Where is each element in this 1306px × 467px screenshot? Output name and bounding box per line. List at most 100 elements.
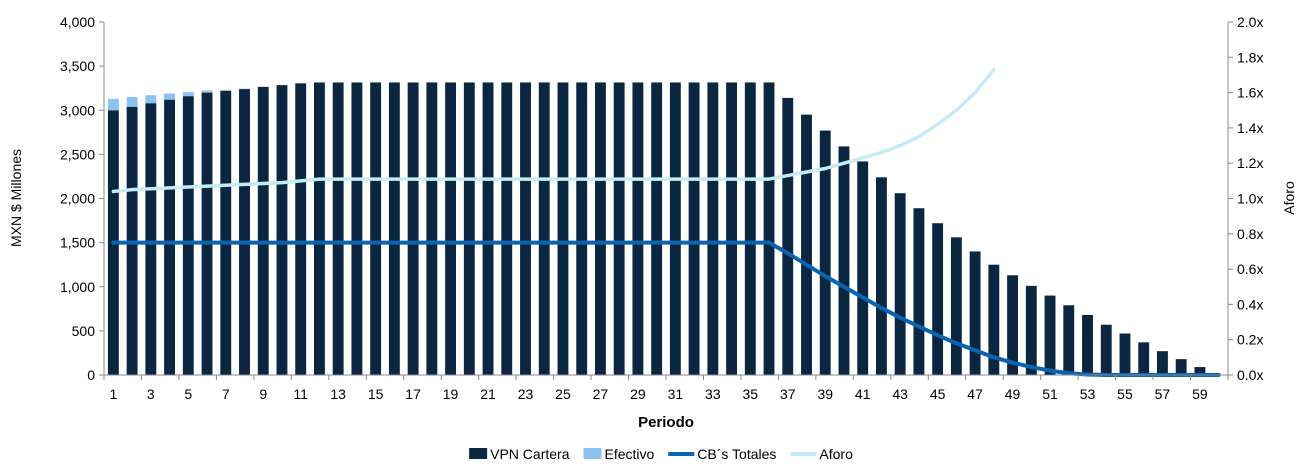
bar-vpn-cartera-15	[370, 82, 382, 375]
bar-vpn-cartera-6	[201, 92, 213, 375]
y2-tick-label: 0.8x	[1237, 226, 1263, 242]
legend-swatch-efectivo	[583, 448, 602, 459]
bar-vpn-cartera-13	[332, 82, 344, 375]
x-tick-label: 21	[480, 386, 496, 402]
bar-vpn-cartera-32	[688, 82, 700, 375]
bar-vpn-cartera-53	[1082, 314, 1093, 375]
x-tick-label: 39	[817, 386, 833, 402]
x-tick-label: 27	[593, 386, 609, 402]
axes-layer	[103, 22, 1229, 376]
x-tick-label: 53	[1080, 386, 1096, 402]
legend-label-vpn-cartera: VPN Cartera	[490, 446, 570, 462]
bar-vpn-cartera-54	[1100, 324, 1112, 375]
bar-vpn-cartera-41	[857, 161, 869, 375]
bars-layer	[107, 82, 1206, 376]
x-tick-label: 45	[930, 386, 946, 402]
ticks-layer: 0 500 1,000 1,500 2,000 2,500 3,000 3,500 4,000 0…	[60, 14, 1264, 402]
bar-vpn-cartera-4	[164, 99, 175, 375]
legend: VPN Cartera Efectivo CB´s Totales Aforo	[469, 446, 853, 462]
bar-vpn-cartera-22	[501, 82, 513, 375]
bar-vpn-cartera-34	[726, 82, 737, 375]
line-aforo	[111, 67, 996, 194]
x-tick-label: 33	[705, 386, 721, 402]
x-tick-label: 13	[330, 386, 346, 402]
x-tick-label: 11	[293, 386, 308, 402]
bar-vpn-cartera-5	[182, 96, 194, 375]
bar-vpn-cartera-47	[969, 251, 981, 375]
bar-vpn-cartera-57	[1157, 351, 1168, 375]
y2-tick-label: 0.4x	[1237, 296, 1263, 312]
bar-vpn-cartera-45	[932, 223, 944, 375]
y2-tick-label: 0.2x	[1237, 332, 1263, 348]
bar-vpn-cartera-38	[801, 114, 812, 375]
x-tick-label: 57	[1155, 386, 1171, 402]
x-tick-label: 43	[892, 386, 908, 402]
bar-vpn-cartera-55	[1119, 333, 1131, 375]
y-tick-label: 2,000	[60, 191, 95, 207]
bar-vpn-cartera-46	[950, 237, 962, 375]
y2-tick-label: 1.0x	[1237, 191, 1263, 207]
bar-vpn-cartera-7	[220, 90, 232, 375]
bar-vpn-cartera-56	[1138, 342, 1150, 375]
bar-vpn-cartera-19	[445, 82, 456, 375]
bar-vpn-cartera-59	[1194, 367, 1206, 375]
bar-efectivo-4	[164, 93, 175, 100]
bar-efectivo-7	[220, 89, 232, 91]
y2-tick-label: 1.6x	[1237, 85, 1263, 101]
y2-tick-label: 1.8x	[1237, 49, 1263, 65]
legend-label-cb-s-totales: CB´s Totales	[697, 446, 776, 462]
bar-efectivo-3	[145, 95, 157, 104]
x-tick-label: 25	[555, 386, 571, 402]
bar-vpn-cartera-3	[145, 103, 157, 375]
y2-tick-label: 1.4x	[1237, 120, 1263, 136]
x-tick-label: 37	[780, 386, 796, 402]
x-tick-label: 59	[1192, 386, 1208, 402]
bar-vpn-cartera-12	[314, 82, 325, 375]
bar-vpn-cartera-58	[1175, 359, 1187, 375]
x-tick-label: 17	[405, 386, 421, 402]
bar-vpn-cartera-43	[894, 193, 906, 375]
bar-vpn-cartera-25	[557, 82, 569, 375]
x-tick-label: 9	[259, 386, 267, 402]
bar-vpn-cartera-49	[1007, 275, 1018, 375]
bar-vpn-cartera-28	[613, 82, 625, 375]
bar-efectivo-6	[201, 90, 213, 93]
bar-vpn-cartera-42	[876, 177, 887, 375]
x-tick-label: 15	[368, 386, 384, 402]
bar-vpn-cartera-44	[913, 208, 925, 375]
bar-vpn-cartera-27	[595, 82, 606, 375]
y-tick-label: 3,500	[60, 58, 95, 74]
bar-vpn-cartera-17	[407, 82, 419, 375]
bar-vpn-cartera-33	[707, 82, 719, 375]
lines-layer	[111, 67, 1221, 377]
y2-tick-label: 2.0x	[1237, 14, 1263, 30]
bar-vpn-cartera-10	[276, 85, 288, 375]
x-tick-label: 51	[1042, 386, 1058, 402]
bar-vpn-cartera-21	[482, 82, 494, 375]
x-tick-label: 5	[184, 386, 192, 402]
bar-vpn-cartera-26	[576, 82, 588, 375]
y-tick-label: 1,000	[60, 279, 95, 295]
x-tick-label: 49	[1005, 386, 1021, 402]
bar-vpn-cartera-51	[1044, 295, 1056, 375]
y-tick-label: 3,000	[60, 102, 95, 118]
y-tick-label: 4,000	[60, 14, 95, 30]
bar-vpn-cartera-37	[782, 97, 794, 375]
bar-vpn-cartera-16	[388, 82, 400, 375]
bar-vpn-cartera-11	[295, 83, 307, 375]
bar-vpn-cartera-36	[763, 82, 775, 375]
bar-vpn-cartera-30	[651, 82, 663, 375]
y2-tick-label: 0.6x	[1237, 261, 1263, 277]
bar-vpn-cartera-9	[257, 86, 269, 376]
x-tick-label: 41	[855, 386, 871, 402]
bar-vpn-cartera-35	[744, 82, 756, 375]
bar-efectivo-2	[126, 97, 138, 107]
bar-vpn-cartera-40	[838, 146, 850, 375]
bar-efectivo-5	[182, 92, 194, 97]
x-tick-label: 29	[630, 386, 646, 402]
y2-tick-label: 0.0x	[1237, 367, 1263, 383]
bar-vpn-cartera-29	[632, 82, 644, 375]
y2-axis-title: Aforo	[1281, 181, 1297, 215]
